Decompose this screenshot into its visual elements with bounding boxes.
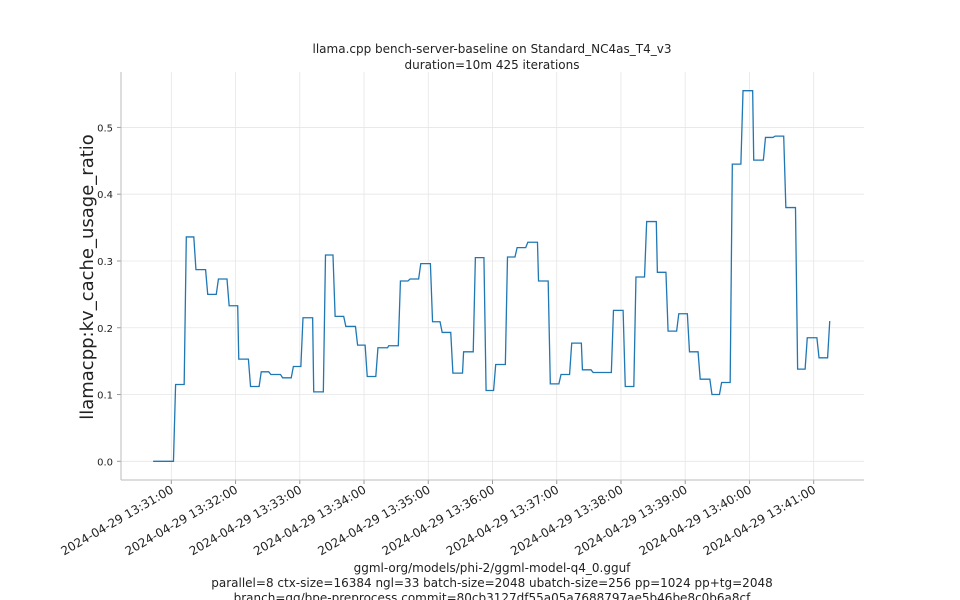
y-tick-label: 0.4 (97, 190, 113, 201)
x-tick-label: 2024-04-29 13:37:00 (444, 482, 561, 558)
x-axis-label: parallel=8 ctx-size=16384 ngl=33 batch-s… (211, 576, 772, 590)
chart-title: llama.cpp bench-server-baseline on Stand… (313, 42, 672, 56)
y-tick-label: 0.2 (97, 324, 113, 335)
x-tick-label: 2024-04-29 13:36:00 (380, 482, 497, 558)
x-tick-label: 2024-04-29 13:33:00 (187, 482, 304, 558)
y-tick-label: 0.1 (97, 391, 113, 402)
x-tick-label: 2024-04-29 13:40:00 (637, 482, 754, 558)
y-axis-label: llamacpp:kv_cache_usage_ratio (77, 134, 98, 420)
x-tick-label: 2024-04-29 13:38:00 (508, 482, 625, 558)
x-axis-label: ggml-org/models/phi-2/ggml-model-q4_0.gg… (354, 561, 632, 575)
x-tick-label: 2024-04-29 13:32:00 (123, 482, 240, 558)
x-tick-label: 2024-04-29 13:34:00 (251, 482, 368, 558)
y-tick-label: 0.5 (97, 123, 113, 134)
x-tick-label: 2024-04-29 13:41:00 (701, 482, 818, 558)
x-tick-label: 2024-04-29 13:35:00 (315, 482, 432, 558)
y-tick-label: 0.3 (97, 257, 113, 268)
chart-subtitle: duration=10m 425 iterations (405, 58, 580, 72)
y-tick-label: 0.0 (97, 457, 113, 468)
x-tick-label: 2024-04-29 13:31:00 (58, 482, 175, 558)
x-tick-label: 2024-04-29 13:39:00 (572, 482, 689, 558)
x-axis-label: branch=gg/bpe-preprocess commit=80cb3127… (234, 591, 752, 600)
data-line (153, 90, 831, 462)
